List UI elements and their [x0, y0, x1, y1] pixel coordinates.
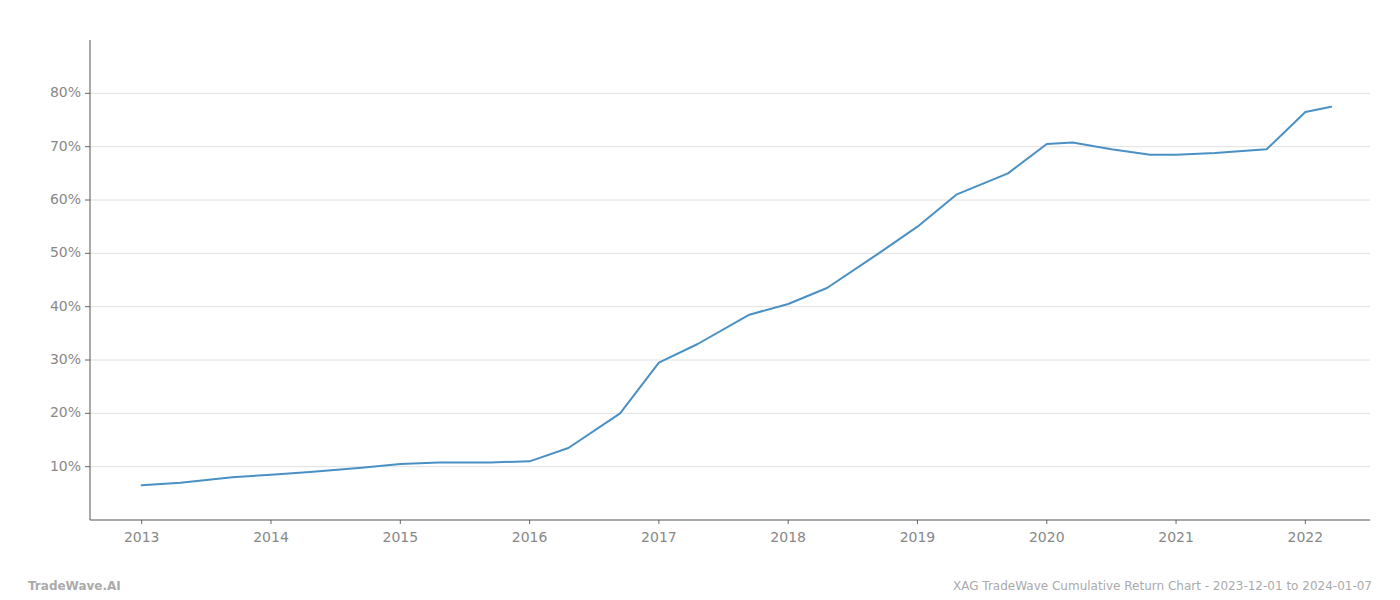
y-tick-label: 80%: [50, 84, 81, 100]
x-tick-label: 2014: [253, 529, 289, 545]
x-tick-label: 2022: [1288, 529, 1324, 545]
x-tick: [788, 520, 789, 524]
x-tick-label: 2019: [900, 529, 936, 545]
x-tick: [141, 520, 142, 524]
grid: [90, 93, 1370, 466]
y-tick-label: 60%: [50, 191, 81, 207]
y-tick-label: 40%: [50, 298, 81, 314]
x-tick-label: 2020: [1029, 529, 1065, 545]
footer-right: XAG TradeWave Cumulative Return Chart - …: [953, 579, 1372, 593]
x-tick-label: 2021: [1158, 529, 1194, 545]
x-tick: [917, 520, 918, 524]
x-axis-line: [90, 520, 1370, 521]
y-tick: [85, 413, 90, 414]
grid-line: [90, 413, 1370, 414]
grid-line: [90, 200, 1370, 201]
x-tick-label: 2013: [124, 529, 160, 545]
x-tick: [1305, 520, 1306, 524]
x-tick: [1176, 520, 1177, 524]
y-tick-label: 70%: [50, 138, 81, 154]
x-tick-label: 2017: [641, 529, 677, 545]
y-tick-label: 30%: [50, 351, 81, 367]
y-tick: [85, 360, 90, 361]
y-tick-label: 50%: [50, 244, 81, 260]
x-tick: [271, 520, 272, 524]
y-tick: [85, 93, 90, 94]
x-tick: [658, 520, 659, 524]
chart-svg: 10% 20% 30% 40% 50% 60% 70% 80% 2013 2014 2015 2016…: [0, 0, 1400, 600]
y-tick: [85, 253, 90, 254]
x-tick: [400, 520, 401, 524]
grid-line: [90, 253, 1370, 254]
x-tick-label: 2016: [512, 529, 548, 545]
plot-area: [142, 107, 1331, 486]
y-tick: [85, 146, 90, 147]
grid-line: [90, 360, 1370, 361]
y-tick: [85, 466, 90, 467]
y-axis: 10% 20% 30% 40% 50% 60% 70% 80%: [50, 40, 90, 520]
y-tick: [85, 200, 90, 201]
footer-left: TradeWave.AI: [28, 579, 121, 593]
grid-line: [90, 93, 1370, 94]
chart-container: 10% 20% 30% 40% 50% 60% 70% 80% 2013 2014 2015 2016…: [0, 0, 1400, 600]
grid-line: [90, 306, 1370, 307]
y-axis-line: [90, 40, 91, 520]
grid-line: [90, 466, 1370, 467]
footer: TradeWave.AI XAG TradeWave Cumulative Ret…: [28, 579, 1372, 593]
x-tick-label: 2018: [770, 529, 806, 545]
y-tick-label: 10%: [50, 458, 81, 474]
x-axis: 2013 2014 2015 2016 2017 2018 2019 2020 2021 2022: [90, 520, 1370, 545]
grid-line: [90, 146, 1370, 147]
y-tick: [85, 306, 90, 307]
x-tick: [529, 520, 530, 524]
y-tick-label: 20%: [50, 404, 81, 420]
line-series: [142, 107, 1331, 486]
x-tick: [1046, 520, 1047, 524]
x-tick-label: 2015: [382, 529, 418, 545]
